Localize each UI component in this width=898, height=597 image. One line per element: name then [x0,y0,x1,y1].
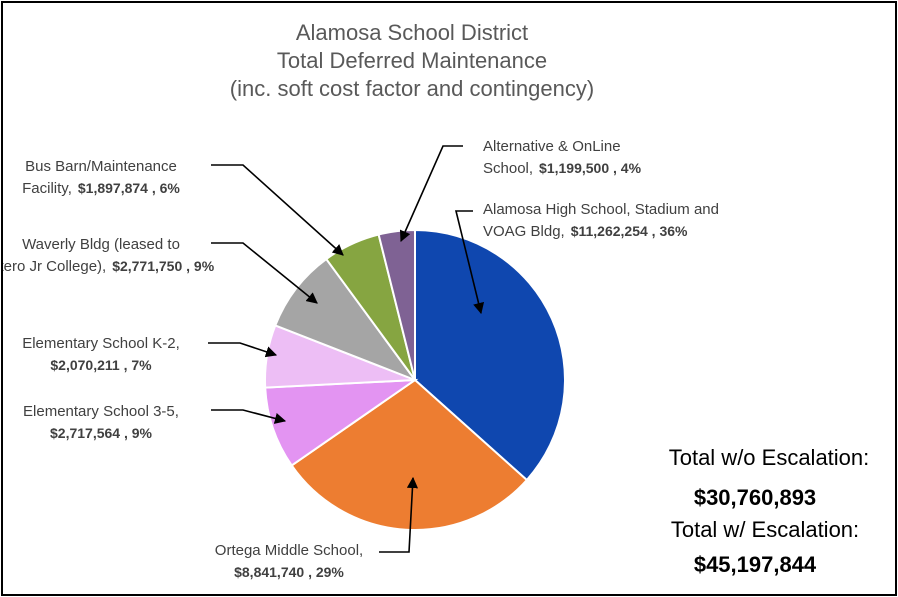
slice-label-4: Elementary School K-2, $2,070,211 , 7% [22,335,180,373]
pie-slice-3 [264,378,419,467]
slice-label-2: Ortega Middle School, $8,841,740 , 29% [215,542,363,580]
total-without-escalation-value: $30,760,893 [693,485,817,510]
total-without-escalation-label: Total w/o Escalation: [668,445,870,470]
chart-title: Alamosa School District [295,20,529,45]
leader-line-1 [454,210,485,315]
leader-line-6 [211,164,344,256]
chart-title-line2: Total Deferred Maintenance [276,48,548,73]
slice-label-1: Alamosa High School, Stadium and VOAG Bld… [483,201,719,240]
leader-line-3 [211,409,287,424]
slice-label-3: Elementary School 3-5, $2,717,564 , 9% [23,403,179,441]
leader-line-2 [379,476,419,553]
total-with-escalation-label: Total w/ Escalation: [670,517,860,542]
total-with-escalation-value: $45,197,844 [693,552,817,577]
pie-slice-5 [273,257,418,383]
slice-label-7: Alternative & OnLine School, $1,199,500 , … [483,138,642,177]
pie-chart: Alamosa High School, Stadium and VOAG Bld… [3,138,719,580]
leader-line-4 [208,342,278,358]
leader-lines [208,145,485,553]
slice-labels: Alamosa High School, Stadium and VOAG Bld… [3,138,719,580]
chart-subtitle: (inc. soft cost factor and contingency) [229,76,595,101]
leader-line-7 [399,145,463,243]
pie-slice-2 [290,378,529,531]
pie-slice-1 [414,228,566,482]
pie-slices [264,228,566,531]
slice-label-6: Bus Barn/Maintenance Facility, $1,897,874 … [22,158,180,197]
leader-line-5 [211,242,318,304]
pie-slice-7 [377,228,416,381]
slice-label-5: Waverly Bldg (leased toOtero Jr College)… [3,236,215,275]
chart-title-block: Alamosa School District Total Deferred M… [3,19,821,103]
